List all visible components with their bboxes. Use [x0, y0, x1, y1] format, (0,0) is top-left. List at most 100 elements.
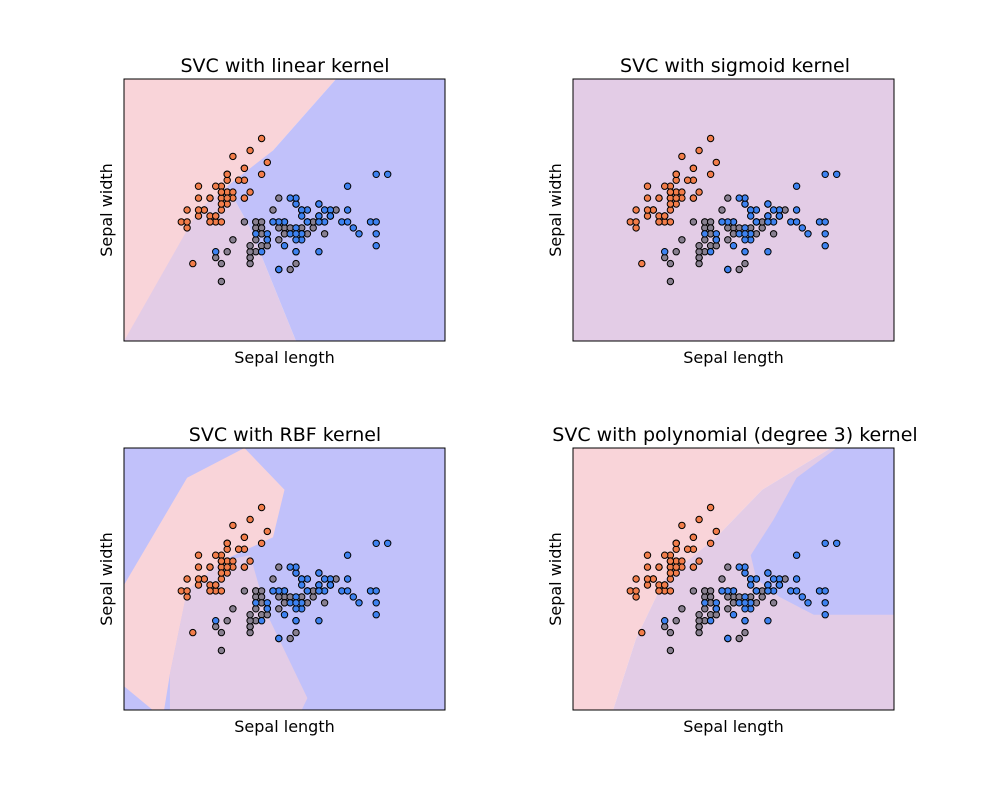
data-point-setosa	[246, 557, 254, 565]
data-point-virginica	[292, 236, 300, 244]
data-point-virginica	[343, 575, 352, 583]
data-point-setosa	[706, 539, 715, 547]
data-point-versicolor	[229, 236, 237, 244]
data-point-setosa	[194, 563, 203, 571]
data-point-virginica	[821, 599, 829, 607]
decision-regions	[573, 79, 894, 341]
data-point-versicolor	[695, 628, 703, 637]
decision-regions	[124, 79, 445, 341]
data-point-versicolor	[217, 628, 226, 637]
data-point-virginica	[298, 206, 306, 214]
data-point-virginica	[275, 265, 283, 274]
data-point-versicolor	[701, 236, 709, 244]
axes-frame	[572, 78, 895, 342]
data-point-virginica	[701, 599, 709, 607]
data-point-setosa	[632, 593, 640, 601]
data-point-setosa	[217, 188, 226, 196]
decision-region-versicolor	[124, 186, 296, 341]
data-point-virginica	[252, 599, 260, 607]
data-point-versicolor	[240, 587, 249, 595]
data-point-setosa	[643, 575, 652, 583]
data-point-setosa	[194, 194, 203, 202]
data-point-virginica	[729, 611, 738, 619]
data-point-virginica	[764, 617, 772, 625]
data-point-virginica	[292, 230, 300, 238]
data-point-virginica	[661, 617, 669, 625]
data-point-setosa	[194, 551, 203, 559]
data-point-versicolor	[678, 605, 686, 613]
data-point-virginica	[821, 218, 829, 226]
data-point-virginica	[724, 634, 732, 643]
decision-region-setosa	[573, 448, 831, 710]
data-point-setosa	[229, 188, 237, 196]
data-point-versicolor	[741, 259, 749, 268]
data-point-virginica	[343, 587, 352, 595]
data-point-setosa	[240, 533, 249, 541]
subplot-sigmoid-kernel: SVC with sigmoid kernel Sepal length Sep…	[546, 55, 895, 367]
data-point-virginica	[286, 194, 294, 202]
data-point-virginica	[372, 587, 380, 595]
data-points	[626, 134, 841, 286]
data-point-virginica	[212, 617, 220, 625]
data-point-virginica	[798, 593, 806, 601]
y-axis-label: Sepal width	[97, 163, 116, 257]
data-point-versicolor	[217, 277, 226, 286]
data-point-virginica	[263, 599, 271, 607]
data-point-virginica	[821, 539, 829, 547]
data-point-setosa	[643, 551, 652, 559]
data-point-setosa	[689, 533, 698, 541]
data-point-versicolor	[320, 599, 329, 607]
decision-regions	[124, 448, 445, 710]
data-point-virginica	[752, 587, 761, 595]
data-point-virginica	[747, 575, 755, 583]
data-point-versicolor	[246, 248, 254, 256]
data-point-virginica	[769, 206, 778, 214]
data-point-virginica	[775, 212, 784, 220]
data-point-setosa	[206, 194, 214, 202]
data-point-setosa	[257, 170, 266, 179]
data-point-setosa	[712, 527, 720, 536]
data-point-setosa	[194, 575, 203, 583]
axes-frame	[572, 447, 895, 711]
data-point-setosa	[638, 628, 646, 637]
data-point-virginica	[384, 170, 392, 179]
data-point-setosa	[666, 206, 675, 214]
data-point-virginica	[706, 617, 715, 625]
data-point-virginica	[741, 236, 749, 244]
data-point-setosa	[655, 194, 663, 202]
data-point-versicolor	[741, 628, 749, 637]
data-point-setosa	[212, 212, 220, 220]
data-point-setosa	[240, 194, 249, 202]
data-point-virginica	[729, 242, 738, 250]
data-point-virginica	[792, 587, 801, 595]
data-point-virginica	[315, 587, 323, 595]
data-point-versicolor	[309, 593, 317, 601]
data-point-versicolor	[246, 628, 254, 637]
subplot-title: SVC with linear kernel	[181, 55, 390, 77]
data-point-versicolor	[724, 563, 732, 571]
data-point-virginica	[792, 575, 801, 583]
data-point-setosa	[643, 206, 652, 214]
data-point-virginica	[792, 218, 801, 226]
data-point-setosa	[240, 563, 249, 571]
data-point-versicolor	[695, 617, 703, 625]
data-point-setosa	[217, 218, 226, 226]
data-point-setosa	[632, 206, 640, 214]
data-point-virginica	[804, 599, 812, 607]
data-point-versicolor	[689, 218, 698, 226]
data-point-versicolor	[695, 259, 703, 268]
data-point-setosa	[706, 170, 715, 179]
data-point-setosa	[183, 218, 191, 226]
data-point-virginica	[764, 569, 772, 577]
x-axis-label: Sepal length	[234, 717, 335, 736]
data-point-virginica	[747, 581, 755, 589]
data-point-virginica	[280, 611, 289, 619]
data-point-versicolor	[724, 194, 732, 202]
data-point-virginica	[372, 242, 380, 250]
data-point-setosa	[229, 557, 237, 565]
data-point-versicolor	[706, 587, 715, 595]
data-point-setosa	[661, 182, 669, 190]
data-point-setosa	[257, 539, 266, 547]
data-points	[626, 503, 841, 655]
data-point-virginica	[303, 218, 312, 226]
